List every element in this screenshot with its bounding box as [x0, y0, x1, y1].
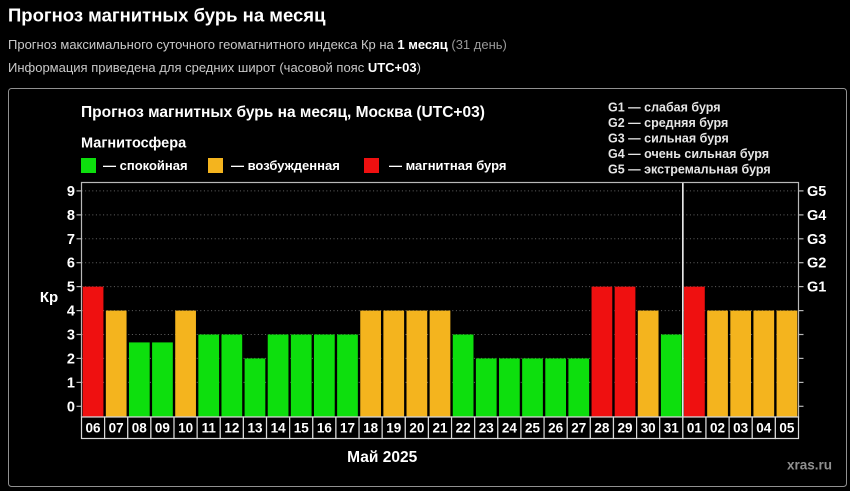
svg-text:12: 12 — [224, 420, 239, 435]
svg-text:03: 03 — [733, 420, 749, 435]
svg-text:5: 5 — [67, 280, 75, 296]
svg-text:Прогноз магнитных бурь на меся: Прогноз магнитных бурь на месяц, Москва … — [81, 104, 485, 121]
svg-text:Магнитосфера: Магнитосфера — [81, 136, 187, 152]
svg-text:G1 — слабая буря: G1 — слабая буря — [608, 101, 721, 115]
svg-text:21: 21 — [432, 420, 448, 435]
svg-text:— магнитная буря: — магнитная буря — [389, 158, 506, 173]
svg-text:07: 07 — [109, 420, 124, 435]
svg-text:17: 17 — [340, 420, 355, 435]
svg-text:0: 0 — [67, 399, 75, 415]
svg-text:Кр: Кр — [40, 289, 58, 306]
svg-text:02: 02 — [710, 420, 725, 435]
svg-text:16: 16 — [317, 420, 333, 435]
svg-text:1: 1 — [67, 375, 75, 391]
svg-text:Прогноз максимального суточног: Прогноз максимального суточного геомагни… — [8, 37, 507, 52]
svg-text:18: 18 — [363, 420, 379, 435]
svg-text:2: 2 — [67, 351, 75, 367]
svg-text:13: 13 — [247, 420, 263, 435]
svg-text:Информация приведена для средн: Информация приведена для средних широт (… — [8, 60, 421, 75]
svg-text:20: 20 — [409, 420, 424, 435]
svg-text:xras.ru: xras.ru — [787, 458, 832, 473]
svg-text:14: 14 — [271, 420, 287, 435]
svg-text:G5 — экстремальная буря: G5 — экстремальная буря — [608, 163, 771, 177]
svg-text:15: 15 — [294, 420, 310, 435]
svg-text:23: 23 — [479, 420, 495, 435]
svg-text:01: 01 — [687, 420, 703, 435]
svg-text:Май 2025: Май 2025 — [347, 449, 417, 466]
svg-text:30: 30 — [641, 420, 656, 435]
svg-text:06: 06 — [86, 420, 102, 435]
svg-text:6: 6 — [67, 256, 75, 272]
svg-text:3: 3 — [67, 328, 75, 344]
svg-text:04: 04 — [756, 420, 772, 435]
svg-text:G2: G2 — [807, 256, 826, 272]
svg-text:G1: G1 — [807, 280, 826, 296]
svg-text:09: 09 — [155, 420, 170, 435]
svg-text:G5: G5 — [807, 184, 826, 200]
svg-text:24: 24 — [502, 420, 518, 435]
svg-text:G3: G3 — [807, 232, 826, 248]
svg-text:05: 05 — [779, 420, 795, 435]
svg-text:27: 27 — [571, 420, 586, 435]
svg-text:G4: G4 — [807, 208, 826, 224]
svg-text:29: 29 — [618, 420, 633, 435]
svg-text:7: 7 — [67, 232, 75, 248]
svg-text:— возбужденная: — возбужденная — [231, 158, 340, 173]
svg-text:Прогноз магнитных бурь на меся: Прогноз магнитных бурь на месяц — [8, 5, 326, 26]
svg-text:4: 4 — [67, 304, 75, 320]
svg-text:31: 31 — [664, 420, 680, 435]
svg-text:22: 22 — [456, 420, 471, 435]
svg-text:28: 28 — [594, 420, 610, 435]
svg-text:8: 8 — [67, 208, 75, 224]
svg-text:25: 25 — [525, 420, 541, 435]
svg-text:9: 9 — [67, 184, 75, 200]
svg-text:G3 — сильная буря: G3 — сильная буря — [608, 132, 729, 146]
svg-text:19: 19 — [386, 420, 401, 435]
svg-text:10: 10 — [178, 420, 193, 435]
svg-text:G4 — очень сильная буря: G4 — очень сильная буря — [608, 147, 769, 161]
svg-text:11: 11 — [202, 420, 217, 435]
svg-text:— спокойная: — спокойная — [103, 158, 188, 173]
svg-text:08: 08 — [132, 420, 148, 435]
svg-text:G2 — средняя буря: G2 — средняя буря — [608, 116, 728, 130]
svg-text:26: 26 — [548, 420, 564, 435]
